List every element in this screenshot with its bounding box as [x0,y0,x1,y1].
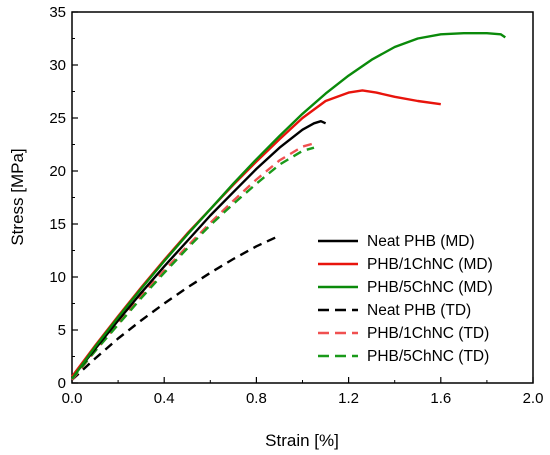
x-tick-label: 0.0 [62,390,83,407]
legend-label: PHB/5ChNC (TD) [367,348,489,365]
y-tick-label: 35 [49,4,66,21]
x-tick-label: 2.0 [523,390,544,407]
y-tick-label: 25 [49,110,66,127]
x-tick-label: 1.6 [430,390,451,407]
legend-label: PHB/5ChNC (MD) [367,279,493,296]
y-tick-label: 10 [49,269,66,286]
x-tick-label: 1.2 [338,390,359,407]
legend-label: PHB/1ChNC (MD) [367,256,493,273]
y-tick-label: 5 [58,322,66,339]
series-line-5 [71,142,315,381]
x-tick-label: 0.4 [154,390,175,407]
legend-label: Neat PHB (MD) [367,233,475,250]
series-line-4 [71,234,281,381]
legend: Neat PHB (MD) PHB/1ChNC (MD) PHB/5ChNC (MD… [318,233,493,365]
y-axis: 0 5 10 15 20 25 30 35 [49,4,78,392]
y-tick-label: 30 [49,57,66,74]
legend-label: PHB/1ChNC (TD) [367,325,489,342]
y-tick-label: 20 [49,163,66,180]
x-axis: 0.0 0.4 0.8 1.2 1.6 2.0 [62,377,544,407]
y-tick-label: 15 [49,216,66,233]
x-tick-label: 0.8 [246,390,267,407]
series-line-3 [71,32,506,380]
x-axis-title: Strain [%] [265,431,339,450]
legend-label: Neat PHB (TD) [367,302,471,319]
series-lines [71,32,506,381]
y-tick-label: 0 [58,375,66,392]
series-line-1 [71,120,327,379]
series-line-6 [71,146,315,380]
y-axis-title: Stress [MPa] [8,148,27,245]
